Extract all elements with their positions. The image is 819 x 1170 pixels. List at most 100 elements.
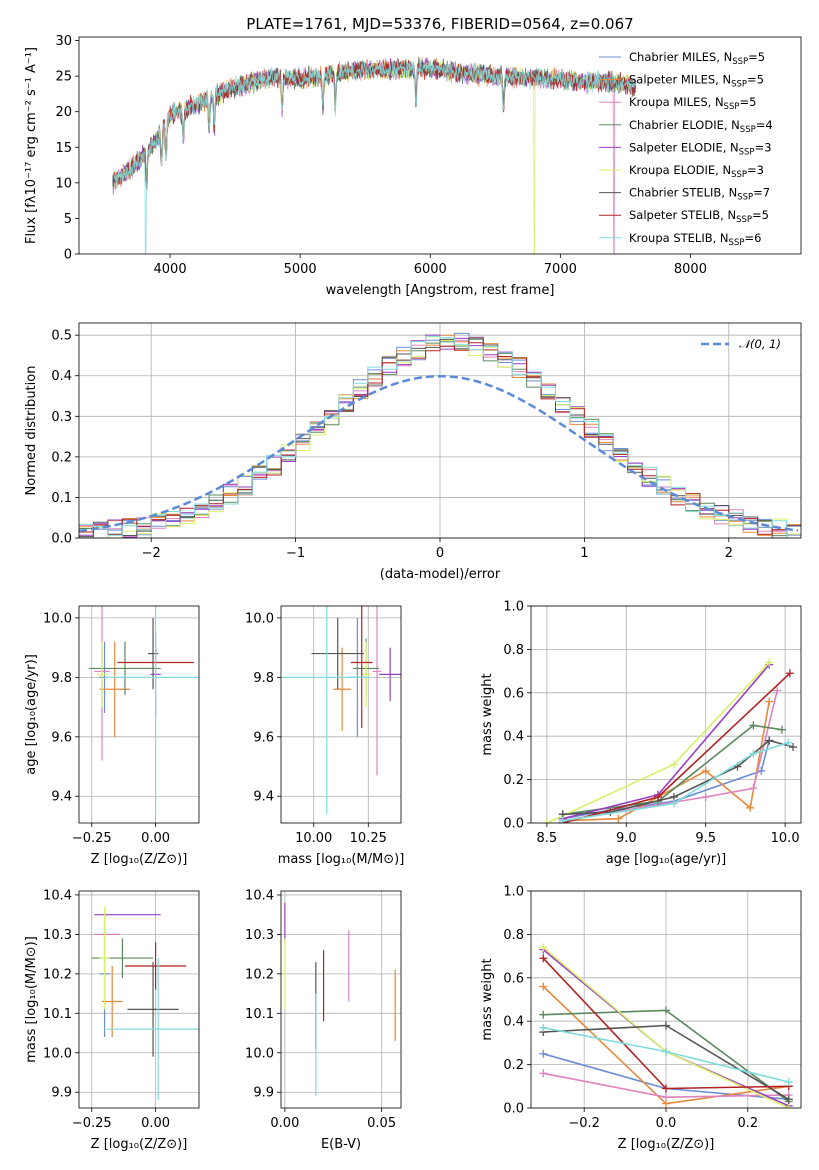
y-tick-label: 10.0 bbox=[43, 1046, 72, 1061]
x-tick-label: 1 bbox=[580, 546, 588, 561]
plot-area bbox=[283, 606, 401, 815]
plot-area bbox=[91, 906, 199, 1101]
mass-weight-marker bbox=[539, 1010, 548, 1019]
mass-weight-marker bbox=[746, 803, 755, 812]
residuals-histogram-panel: −2 −1 0 1 2 0.0 0.1 0.2 0.3 0.4 0.5 (data-model)/er… bbox=[24, 322, 802, 582]
y-axis-label: Normed distribution bbox=[24, 366, 39, 496]
y-tick-label: 0.0 bbox=[51, 532, 72, 547]
mass-weight-marker bbox=[789, 743, 798, 752]
x-tick-label: 7000 bbox=[544, 262, 577, 277]
mass-weight-marker bbox=[539, 1023, 548, 1032]
mass-weight-marker bbox=[662, 1093, 670, 1102]
legend-suffix: =5 bbox=[739, 95, 756, 109]
histogram-step-0 bbox=[79, 332, 801, 538]
y-tick-label: 0.4 bbox=[51, 369, 72, 384]
mass-weight-marker bbox=[784, 1077, 793, 1086]
legend-subscript: SSP bbox=[736, 215, 752, 225]
histogram-step-7 bbox=[79, 342, 801, 538]
axes-frame bbox=[280, 605, 402, 824]
mass-weight-marker bbox=[662, 1021, 670, 1030]
x-tick-label: −1 bbox=[286, 546, 305, 561]
y-tick-label: 0.3 bbox=[51, 410, 72, 425]
mass-weight-vs-age-panel: 8.5 9.0 9.5 10.0 0.0 0.2 0.4 0.6 0.8 1.0 age [log₁… bbox=[480, 600, 802, 867]
y-tick-label: 9.4 bbox=[51, 790, 72, 805]
mass-weight-marker bbox=[777, 725, 786, 734]
axes-frame bbox=[78, 890, 200, 1109]
legend-entry: Chabrier STELIB, NSSP=7 bbox=[629, 186, 770, 203]
x-axis-label: (data-model)/error bbox=[380, 567, 501, 582]
axes-frame bbox=[78, 36, 802, 255]
x-tick-label: −0.2 bbox=[568, 1116, 600, 1131]
legend-suffix: =4 bbox=[756, 118, 773, 132]
x-axis-label: Z [log₁₀(Z/Z⊙)] bbox=[91, 852, 188, 867]
legend-label: Kroupa ELODIE, N bbox=[629, 163, 731, 177]
y-tick-label: 10.4 bbox=[43, 888, 72, 903]
y-tick-label: 30 bbox=[55, 34, 72, 49]
mass-weight-marker bbox=[542, 819, 551, 823]
y-tick-label: 15 bbox=[55, 141, 72, 156]
histogram-step-8 bbox=[79, 335, 801, 538]
mass-weight-line-3 bbox=[562, 724, 783, 816]
error-bar-point bbox=[311, 617, 364, 690]
mass-weight-marker bbox=[669, 799, 678, 808]
legend-label: 𝒩(0, 1) bbox=[739, 337, 781, 351]
mass-weight-marker bbox=[539, 1069, 548, 1078]
mass-weight-line-8 bbox=[562, 741, 789, 822]
legend-suffix: =6 bbox=[744, 231, 761, 245]
x-tick-label: 0 bbox=[436, 546, 444, 561]
mass-weight-marker bbox=[662, 1084, 670, 1093]
normal-curve bbox=[79, 374, 799, 533]
age-vs-mass-panel: 10.00 10.25 9.4 9.6 9.8 10.0 mass [log₁₀(M/M⊙)… bbox=[245, 605, 404, 867]
legend-label: Chabrier MILES, N bbox=[629, 50, 732, 64]
error-bar-point bbox=[96, 641, 108, 708]
x-tick-label: 6000 bbox=[414, 262, 447, 277]
mass-weight-marker bbox=[749, 721, 758, 730]
x-tick-label: 0.05 bbox=[367, 1116, 396, 1131]
mass-vs-metallicity-panel: −0.25 0.00 9.9 10.0 10.1 10.2 10.3 10.4 Z [log₁₀… bbox=[24, 888, 200, 1152]
legend-entry: Kroupa ELODIE, NSSP=3 bbox=[629, 163, 764, 180]
mass-weight-marker bbox=[784, 1104, 793, 1108]
legend-subscript: SSP bbox=[732, 57, 748, 67]
legend-label: Chabrier STELIB, N bbox=[629, 186, 737, 200]
y-tick-label: 0.2 bbox=[51, 450, 72, 465]
error-bar-point bbox=[379, 647, 401, 702]
x-axis-label: E(B-V) bbox=[321, 1137, 361, 1152]
y-axis-label: Flux [fλ10⁻¹⁷ erg cm⁻² s⁻¹ A⁻¹] bbox=[24, 47, 39, 244]
legend-subscript: SSP bbox=[737, 193, 753, 203]
y-tick-label: 10.1 bbox=[245, 1007, 274, 1022]
plot-area bbox=[79, 332, 801, 538]
mass-weight-marker bbox=[749, 749, 758, 758]
y-axis-label: mass weight bbox=[480, 673, 495, 755]
error-bar-point bbox=[350, 606, 373, 728]
legend-suffix: =5 bbox=[748, 50, 765, 64]
error-bar-point bbox=[124, 942, 187, 990]
y-tick-label: 10 bbox=[55, 176, 72, 191]
x-tick-label: 9.5 bbox=[695, 831, 716, 846]
mass-weight-marker bbox=[539, 1049, 548, 1058]
legend-entry: Salpeter STELIB, NSSP=5 bbox=[629, 208, 769, 225]
y-tick-label: 1.0 bbox=[503, 600, 524, 615]
y-axis-label: mass weight bbox=[480, 958, 495, 1040]
y-tick-label: 0.2 bbox=[503, 1058, 524, 1073]
x-axis-label: wavelength [Angstrom, rest frame] bbox=[326, 283, 555, 298]
y-tick-label: 0.1 bbox=[51, 491, 72, 506]
mass-weight-vs-metallicity-panel: −0.2 0.0 0.2 0.0 0.2 0.4 0.6 0.8 1.0 Z [log₁₀(Z/Z… bbox=[480, 885, 802, 1152]
x-tick-label: −2 bbox=[142, 546, 161, 561]
y-tick-label: 10.2 bbox=[43, 967, 72, 982]
mass-vs-ebv-panel: 0.00 0.05 9.9 10.0 10.1 10.2 10.3 10.4 E(B-V) bbox=[245, 888, 402, 1152]
spectrum-line-2 bbox=[113, 58, 636, 254]
y-tick-label: 0.0 bbox=[503, 817, 524, 832]
x-tick-label: 8.5 bbox=[537, 831, 558, 846]
x-tick-label: 0.00 bbox=[141, 1116, 170, 1131]
y-tick-label: 9.4 bbox=[253, 790, 274, 805]
y-tick-label: 10.4 bbox=[245, 888, 274, 903]
mass-weight-marker bbox=[669, 760, 678, 769]
error-bar-point bbox=[99, 906, 110, 1010]
mass-weight-marker bbox=[539, 954, 548, 963]
legend-label: Salpeter MILES, N bbox=[629, 73, 731, 87]
legend-label: Kroupa MILES, N bbox=[629, 95, 724, 109]
plot-area bbox=[89, 606, 199, 815]
legend-suffix: =3 bbox=[747, 163, 764, 177]
